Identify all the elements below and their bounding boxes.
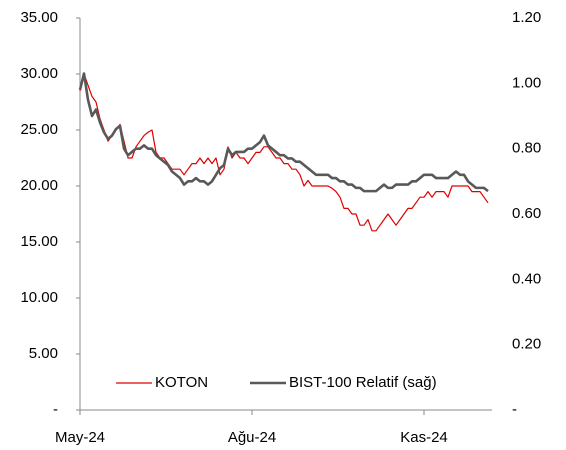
x-tick-label: Kas-24	[400, 429, 448, 446]
y-tick-label: 20.00	[20, 177, 58, 194]
y-tick-label: -	[53, 401, 58, 418]
y2-tick-label: 0.40	[512, 270, 541, 287]
y2-tick-label: 0.60	[512, 205, 541, 222]
y-tick-label: 5.00	[29, 345, 58, 362]
y2-tick-label: 0.20	[512, 336, 541, 353]
y2-tick-label: -	[512, 401, 517, 418]
y2-tick-label: 1.20	[512, 9, 541, 26]
series-line	[78, 72, 489, 193]
y-tick-label: 35.00	[20, 9, 58, 26]
series-line	[79, 73, 489, 232]
y-tick-label: 10.00	[20, 289, 58, 306]
legend-label: BIST-100 Relatif (sağ)	[289, 374, 437, 391]
x-tick-label: May-24	[55, 429, 105, 446]
y-tick-label: 25.00	[20, 121, 58, 138]
x-tick-label: Ağu-24	[228, 429, 276, 446]
y-tick-label: 15.00	[20, 233, 58, 250]
y-tick-label: 30.00	[20, 65, 58, 82]
legend-label: KOTON	[155, 374, 208, 391]
y2-tick-label: 1.00	[512, 74, 541, 91]
y2-tick-label: 0.80	[512, 140, 541, 157]
